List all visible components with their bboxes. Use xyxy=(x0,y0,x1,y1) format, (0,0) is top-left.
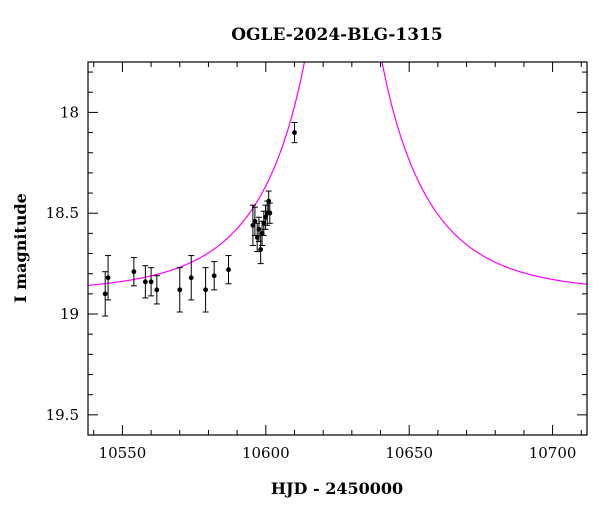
x-tick-label: 10600 xyxy=(242,444,290,462)
data-point xyxy=(188,255,195,301)
plot-area xyxy=(88,62,587,317)
data-marker xyxy=(254,235,260,240)
data-marker xyxy=(252,218,258,224)
data-point xyxy=(249,204,256,246)
data-marker xyxy=(142,279,148,285)
data-marker xyxy=(105,275,111,281)
data-point xyxy=(211,261,218,291)
data-marker xyxy=(131,269,137,275)
data-points xyxy=(102,121,298,317)
data-marker xyxy=(292,130,297,135)
data-point xyxy=(148,267,155,297)
data-marker xyxy=(188,275,194,281)
data-marker xyxy=(261,220,267,226)
y-tick-label: 18.5 xyxy=(46,204,79,222)
axis-ticks xyxy=(88,62,587,436)
data-point xyxy=(265,190,272,212)
data-point xyxy=(142,265,149,299)
data-point xyxy=(130,257,137,287)
x-axis-label: HJD - 2450000 xyxy=(271,479,403,498)
y-tick-label: 19.5 xyxy=(46,406,79,424)
data-point xyxy=(176,267,183,313)
data-marker xyxy=(154,287,160,293)
y-axis-label: I magnitude xyxy=(11,193,30,303)
x-tick-label: 10650 xyxy=(385,444,433,462)
data-point xyxy=(259,220,266,246)
data-point xyxy=(202,267,209,313)
y-tick-label: 19 xyxy=(60,305,79,323)
data-marker xyxy=(102,291,108,297)
data-point xyxy=(255,216,262,242)
data-point xyxy=(291,121,298,144)
data-marker xyxy=(266,198,272,204)
data-marker xyxy=(250,222,256,228)
data-point xyxy=(225,255,232,285)
data-marker xyxy=(263,214,268,220)
data-marker xyxy=(177,287,183,293)
data-marker xyxy=(148,279,154,285)
data-marker xyxy=(256,226,262,232)
plot-frame xyxy=(87,61,588,436)
data-marker xyxy=(258,247,264,252)
data-marker xyxy=(211,273,217,279)
x-tick-label: 10550 xyxy=(99,444,147,462)
data-marker xyxy=(267,210,273,216)
data-marker xyxy=(259,230,265,236)
data-point xyxy=(105,255,112,301)
data-marker xyxy=(203,287,208,293)
x-tick-label: 10700 xyxy=(529,444,577,462)
data-point xyxy=(153,275,160,305)
data-point xyxy=(102,271,109,317)
chart-title: OGLE-2024-BLG-1315 xyxy=(231,25,443,45)
model-curve xyxy=(88,62,587,286)
data-marker xyxy=(226,267,231,273)
data-point xyxy=(266,202,273,224)
axis-tick-labels: 10550 10600 10650 10700 18 18.5 19 19.5 xyxy=(46,103,577,462)
y-tick-label: 18 xyxy=(60,103,79,121)
